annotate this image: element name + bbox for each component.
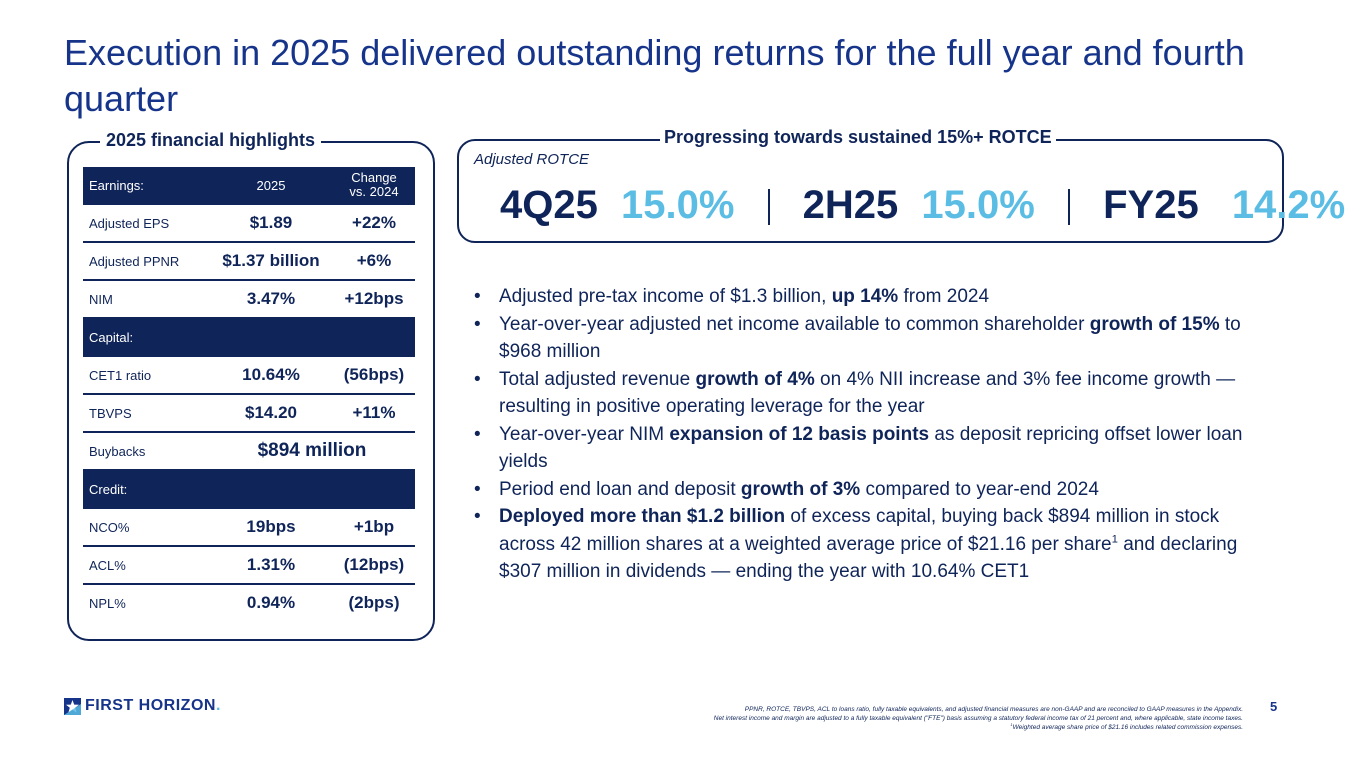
row-value: 1.31% <box>209 546 333 585</box>
rotce-period: 2H25 <box>802 183 899 227</box>
credit-header-row: Credit: <box>83 470 415 509</box>
table-row: TBVPS $14.20 +11% <box>83 394 415 433</box>
table-row: NPL% 0.94% (2bps) <box>83 584 415 621</box>
row-value: 19bps <box>209 508 333 547</box>
row-change: (2bps) <box>348 593 400 612</box>
list-item: Year-over-year NIM expansion of 12 basis… <box>474 421 1274 476</box>
row-change: +11% <box>333 394 415 433</box>
table-row: ACL% 1.31% (12bps) <box>83 546 415 585</box>
table-row: NCO% 19bps +1bp <box>83 508 415 547</box>
row-label: Buybacks <box>83 432 209 471</box>
rotce-label: Progressing towards sustained 15%+ ROTCE <box>660 127 1056 148</box>
row-value: 0.94% <box>246 593 296 612</box>
list-item: Deployed more than $1.2 billion of exces… <box>474 503 1274 586</box>
buybacks-value: $894 million <box>209 432 415 471</box>
highlights-table: Earnings: 2025 Change vs. 2024 Adjusted … <box>83 167 415 621</box>
row-change: +12bps <box>333 280 415 319</box>
table-row: Adjusted PPNR $1.37 billion +6% <box>83 242 415 281</box>
highlights-label: 2025 financial highlights <box>100 130 322 151</box>
list-item: Total adjusted revenue growth of 4% on 4… <box>474 366 1274 421</box>
credit-header: Credit: <box>83 470 415 509</box>
page-number: 5 <box>1270 699 1278 714</box>
row-label: NPL% <box>89 595 126 611</box>
page-title: Execution in 2025 delivered outstanding … <box>64 32 1245 119</box>
capital-header: Capital: <box>83 318 415 357</box>
row-label: NIM <box>83 280 209 319</box>
row-label: TBVPS <box>83 394 209 433</box>
row-change: +22% <box>333 204 415 243</box>
row-label: ACL% <box>83 546 209 585</box>
row-value: 3.47% <box>209 280 333 319</box>
rotce-period: 4Q25 <box>500 183 598 227</box>
change-header-line2: vs. 2024 <box>349 184 399 199</box>
row-value: $1.37 billion <box>209 242 333 281</box>
table-row: Adjusted EPS $1.89 +22% <box>83 204 415 243</box>
row-label: Adjusted EPS <box>83 204 209 243</box>
rotce-divider <box>1067 189 1070 226</box>
footnotes: PPNR, ROTCE, TBVPS, ACL to loans ratio, … <box>523 705 1243 732</box>
earnings-header-label: Earnings: <box>83 167 209 205</box>
capital-header-row: Capital: <box>83 318 415 357</box>
footnote: Net interest income and margin are adjus… <box>713 715 1243 722</box>
earnings-header-row: Earnings: 2025 Change vs. 2024 <box>83 167 415 205</box>
rotce-value: 15.0% <box>620 183 735 227</box>
table-row: NIM 3.47% +12bps <box>83 280 415 319</box>
rotce-subtitle: Adjusted ROTCE <box>474 151 590 168</box>
table-row: CET1 ratio 10.64% (56bps) <box>83 356 415 395</box>
earnings-header-change: Change vs. 2024 <box>333 167 415 205</box>
change-header-line1: Change <box>351 170 397 185</box>
row-value: 10.64% <box>209 356 333 395</box>
row-value: $14.20 <box>209 394 333 433</box>
footnote: 1Weighted average share price of $21.16 … <box>1010 721 1243 731</box>
rotce-divider <box>767 189 770 226</box>
footnote: PPNR, ROTCE, TBVPS, ACL to loans ratio, … <box>744 706 1243 713</box>
highlight-bullets: Adjusted pre-tax income of $1.3 billion,… <box>474 283 1274 586</box>
horizon-star-icon <box>64 697 81 715</box>
first-horizon-logo: FIRST HORIZON. <box>64 697 221 715</box>
rotce-period: FY25 <box>1103 183 1199 227</box>
list-item: Year-over-year adjusted net income avail… <box>474 311 1274 366</box>
logo-text: FIRST HORIZON. <box>85 697 221 714</box>
row-label: CET1 ratio <box>83 356 209 395</box>
row-change: (12bps) <box>333 546 415 585</box>
row-change: (56bps) <box>333 356 415 395</box>
rotce-metrics: 4Q25 15.0% 2H25 15.0% FY25 14.2% <box>500 183 1345 228</box>
row-label: NCO% <box>83 508 209 547</box>
row-label: Adjusted PPNR <box>83 242 209 281</box>
table-row: Buybacks $894 million <box>83 432 415 471</box>
earnings-header-2025: 2025 <box>209 167 333 205</box>
rotce-value: 14.2% <box>1231 183 1346 227</box>
list-item: Adjusted pre-tax income of $1.3 billion,… <box>474 283 1274 311</box>
row-change: +1bp <box>333 508 415 547</box>
row-change: +6% <box>333 242 415 281</box>
list-item: Period end loan and deposit growth of 3%… <box>474 476 1274 504</box>
row-value: $1.89 <box>209 204 333 243</box>
rotce-value: 15.0% <box>921 183 1035 227</box>
